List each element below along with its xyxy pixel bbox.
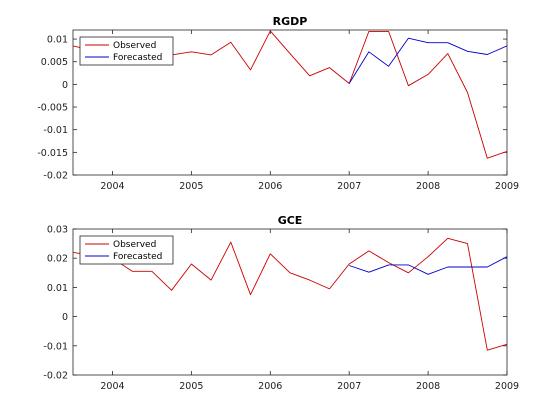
- x-tick-label: 2005: [179, 181, 203, 192]
- x-tick-label: 2009: [495, 381, 519, 392]
- x-tick-label: 2005: [179, 381, 203, 392]
- legend: [79, 235, 174, 265]
- x-tick-label: 2007: [337, 381, 361, 392]
- x-tick-label: 2004: [100, 181, 124, 192]
- y-tick-label: 0.01: [47, 35, 68, 46]
- legend-label-observed: Observed: [113, 41, 156, 51]
- chart-title: GCE: [278, 214, 303, 227]
- legend: [79, 36, 174, 66]
- x-tick-label: 2006: [258, 181, 282, 192]
- x-tick-label: 2008: [416, 381, 440, 392]
- x-tick-label: 2006: [258, 381, 282, 392]
- y-tick-label: -0.01: [43, 125, 68, 136]
- y-tick-label: 0.01: [47, 283, 68, 294]
- legend-label-forecasted: Forecasted: [113, 252, 162, 262]
- series-line-forecasted: [348, 37, 507, 84]
- y-tick-label: 0.005: [41, 57, 68, 68]
- y-tick-label: 0.02: [47, 254, 68, 265]
- legend-label-forecasted: Forecasted: [113, 53, 162, 63]
- y-tick-label: -0.015: [37, 148, 68, 159]
- series-line-forecasted: [349, 256, 507, 275]
- x-tick-label: 2004: [100, 381, 124, 392]
- x-tick-label: 2007: [337, 181, 361, 192]
- rgdp-panel: RGDP 2004 2005 2006 2007 2008 2009 -0.02 -0.015 -…: [37, 15, 519, 192]
- y-tick-label: -0.02: [43, 171, 68, 182]
- x-tick-label: 2009: [495, 181, 519, 192]
- legend-label-observed: Observed: [113, 240, 156, 250]
- y-tick-label: -0.005: [37, 103, 68, 114]
- y-tick-label: 0: [62, 80, 68, 91]
- y-tick-label: -0.02: [43, 371, 68, 382]
- gce-panel: GCE 2004 2005 2006 2007 2008 2009 -0.02 -0.01 0 0.…: [43, 214, 519, 392]
- x-tick-label: 2008: [416, 181, 440, 192]
- y-tick-label: 0.03: [47, 225, 68, 236]
- y-tick-label: 0: [62, 312, 68, 323]
- y-tick-label: -0.01: [43, 341, 68, 352]
- chart-title: RGDP: [273, 15, 308, 28]
- series-line-observed: [73, 237, 507, 351]
